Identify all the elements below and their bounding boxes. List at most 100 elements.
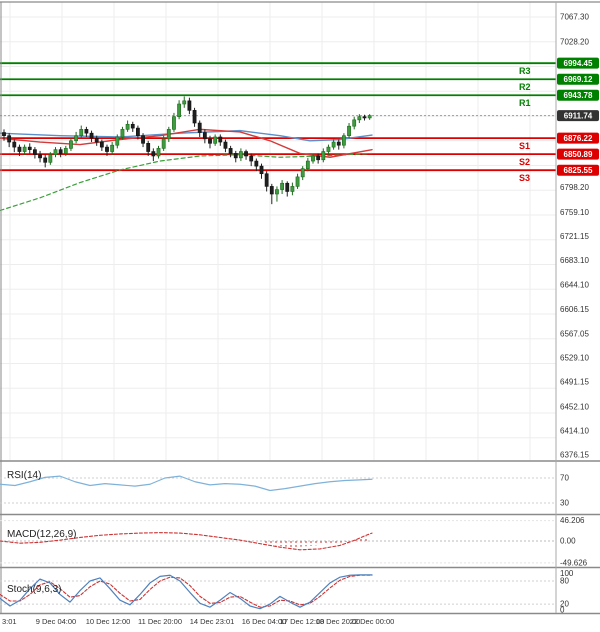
candle-body [239, 151, 243, 159]
candle-body [115, 136, 120, 146]
candle-body [202, 132, 207, 140]
ma-slow-line [0, 129, 373, 142]
candle-body [357, 116, 362, 121]
candle-body [311, 155, 315, 162]
candle-body [79, 129, 84, 137]
candle-body [43, 157, 48, 163]
candle-body [177, 103, 182, 117]
candle-body [259, 165, 264, 175]
candle-body [89, 132, 94, 139]
candle-body [48, 154, 53, 163]
stoch-axis-label: 100 [560, 569, 574, 578]
candle-body [362, 116, 367, 119]
price-badge-text: 6911.74 [564, 111, 593, 120]
candle-body [218, 136, 223, 143]
time-axis-label: 17 Dec 12:00 [280, 617, 325, 626]
time-axis-label: 10 Dec 12:00 [86, 617, 131, 626]
price-axis-label: 6452.10 [560, 402, 589, 411]
resistance-label-r2: R2 [519, 82, 531, 92]
price-badge-resistance [557, 89, 599, 101]
price-badge-resistance [557, 73, 599, 85]
stoch-panel-label: Stoch(9,6,3) [7, 584, 62, 595]
macd-axis-label: 46.206 [560, 516, 585, 525]
candle-body [130, 123, 135, 129]
price-axis-label: 7067.30 [560, 12, 589, 21]
resistance-label-r3: R3 [519, 66, 531, 76]
time-axis-label: 14 Dec 23:01 [190, 617, 235, 626]
candle-body [228, 148, 233, 154]
price-axis-label: 6529.10 [560, 354, 589, 363]
candle-body [151, 151, 156, 157]
price-badge-text: 6876.22 [564, 134, 593, 143]
macd-axis-label: -49.626 [560, 558, 588, 567]
candle-body [300, 168, 305, 178]
candle-body [233, 153, 238, 159]
candle-body [7, 135, 12, 143]
candle-body [161, 138, 166, 149]
price-axis-label: 6721.15 [560, 232, 589, 241]
candle-body [295, 176, 300, 187]
candle-body [105, 146, 109, 152]
price-axis-label: 6683.10 [560, 256, 589, 265]
candle-body [69, 140, 73, 149]
candle-body [264, 173, 269, 187]
candle-body [53, 149, 58, 156]
candle-body [99, 141, 104, 148]
macd-panel-label: MACD(12,26,9) [7, 529, 77, 540]
price-badge-text: 6969.12 [564, 75, 593, 84]
candle-body [316, 155, 321, 161]
price-badge-support [557, 148, 599, 160]
time-axis-label: 9 Dec 04:00 [36, 617, 76, 626]
candle-body [182, 100, 187, 105]
support-label-s2: S2 [519, 157, 531, 167]
support-label-s1: S1 [519, 141, 531, 151]
candle-body [305, 160, 310, 169]
stoch-axis-label: 0 [560, 606, 565, 615]
price-axis-label: 7028.20 [560, 37, 589, 46]
price-badge-resistance [557, 57, 599, 69]
stoch-axis-label: 80 [560, 577, 569, 586]
time-axis-label: 16 Dec 04:00 [242, 617, 287, 626]
candle-body [326, 146, 331, 152]
candle-body [94, 137, 99, 143]
candle-body [172, 116, 176, 130]
candle-body [352, 119, 357, 127]
price-badge-text: 6850.89 [564, 150, 593, 159]
candle-body [166, 129, 171, 140]
price-badge-text: 6825.55 [564, 166, 593, 175]
rsi-line [0, 475, 373, 492]
candle-body [347, 125, 351, 137]
candle-body [17, 146, 22, 152]
price-axis-label: 6606.15 [560, 305, 589, 314]
ma-long-line [0, 152, 373, 212]
macd-axis-label: 0.00 [560, 537, 576, 546]
candle-body [141, 135, 145, 144]
price-axis-label: 6798.20 [560, 183, 589, 192]
price-axis-label: 6567.05 [560, 330, 589, 339]
price-axis-label: 6376.15 [560, 451, 589, 460]
candle-body [254, 160, 259, 167]
rsi-axis-label: 30 [560, 499, 569, 508]
candle-body [187, 100, 192, 111]
candle-body [58, 149, 63, 154]
candle-body [12, 141, 17, 148]
time-axis-label: 22 Dec 00:00 [350, 617, 395, 626]
candle-body [280, 182, 285, 190]
candle-body [84, 129, 89, 134]
resistance-label-r1: R1 [519, 98, 531, 108]
price-axis-label: 6491.15 [560, 378, 589, 387]
time-axis-label: 18 Dec 20:00 [316, 617, 361, 626]
candle-body [367, 115, 372, 119]
candle-body [269, 186, 274, 195]
candle-body [249, 155, 254, 162]
candle-body [110, 144, 115, 152]
candle-body [244, 151, 248, 157]
candle-body [32, 149, 37, 156]
candle-body [146, 143, 151, 152]
macd-line [0, 532, 373, 551]
rsi-axis-label: 70 [560, 474, 569, 483]
candle-body [38, 154, 42, 159]
candle-body [156, 148, 161, 157]
